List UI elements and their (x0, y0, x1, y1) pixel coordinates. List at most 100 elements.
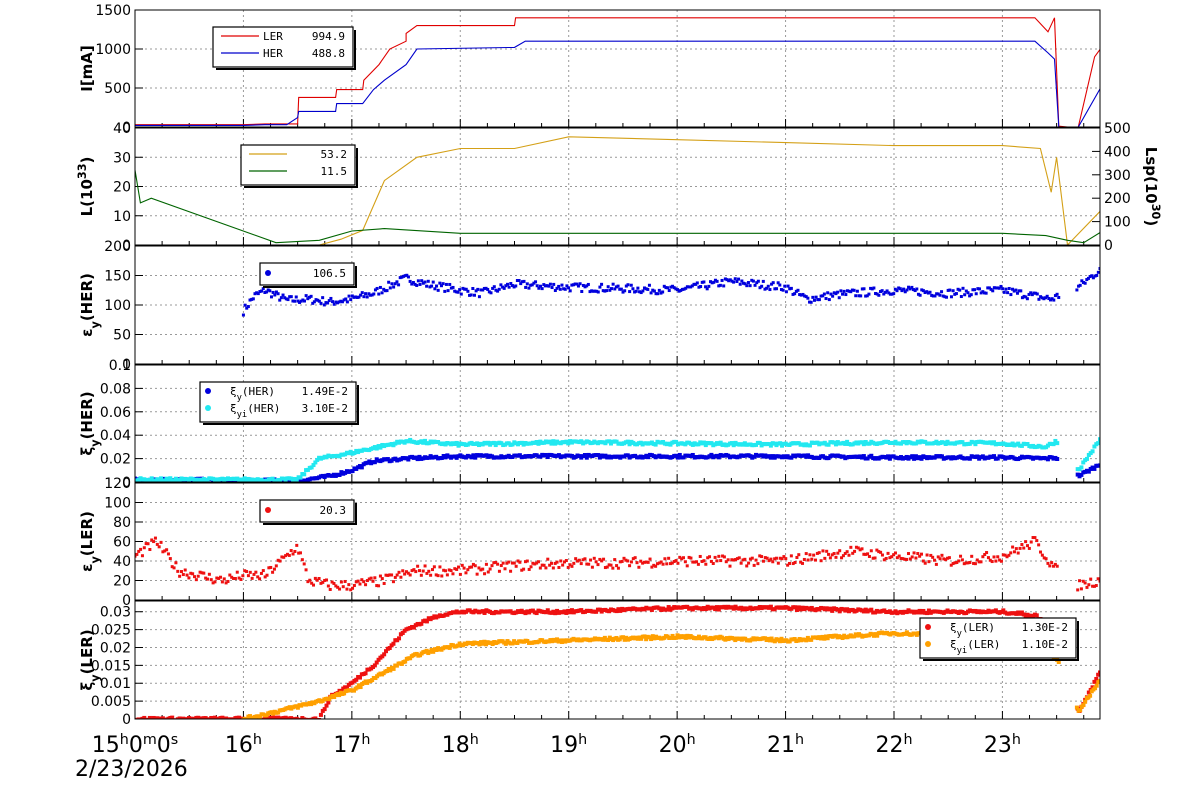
data-point (369, 576, 373, 580)
data-point (1037, 543, 1041, 547)
data-point (671, 284, 675, 288)
y2-tick-label: 400 (1104, 144, 1131, 160)
data-point (170, 715, 175, 719)
data-point (359, 293, 363, 297)
data-point (1093, 274, 1097, 278)
data-point (566, 441, 571, 446)
data-point (690, 284, 694, 288)
data-point (994, 286, 998, 290)
data-point (355, 685, 360, 690)
data-point (564, 559, 568, 563)
data-point (918, 293, 922, 297)
data-point (667, 289, 671, 293)
legend-label: ξyi(HER) (230, 402, 280, 420)
data-point (875, 548, 879, 552)
data-point (449, 286, 453, 290)
data-point (337, 300, 341, 304)
legend-value: 1.10E-2 (1022, 638, 1068, 651)
data-point (616, 284, 620, 288)
data-point (1088, 693, 1093, 698)
data-point (728, 278, 732, 282)
data-point (874, 291, 878, 295)
y-tick-label: 120 (104, 476, 131, 492)
data-point (300, 558, 304, 562)
y-tick-label: 20 (113, 180, 131, 196)
data-point (307, 295, 311, 299)
data-point (386, 573, 390, 577)
data-point (489, 291, 493, 295)
data-point (702, 280, 706, 284)
y-axis-label: εy(LER) (78, 511, 102, 572)
data-point (146, 542, 150, 546)
data-point (614, 439, 619, 444)
data-point (702, 559, 706, 563)
y-tick-label: 1500 (95, 3, 131, 19)
data-point (455, 567, 459, 571)
data-point (447, 568, 451, 572)
data-point (469, 293, 473, 297)
data-point (794, 289, 798, 293)
data-point (308, 578, 312, 582)
data-point (336, 585, 340, 589)
data-point (926, 291, 930, 295)
data-point (510, 561, 514, 565)
data-point (713, 555, 717, 559)
data-point (685, 564, 689, 568)
data-point (729, 441, 734, 446)
data-point (501, 285, 505, 289)
data-point (547, 439, 552, 444)
data-point (570, 564, 574, 568)
data-point (235, 476, 240, 481)
data-point (313, 716, 318, 719)
data-point (1044, 557, 1048, 561)
data-point (992, 555, 996, 559)
data-point (305, 467, 310, 472)
data-point (319, 301, 323, 305)
data-point (441, 282, 445, 286)
data-point (416, 564, 420, 568)
data-point (709, 441, 714, 446)
x-tick-label: 23h (984, 732, 1021, 758)
data-point (873, 556, 877, 560)
y-tick-label: 0.1 (109, 358, 131, 374)
data-point (397, 283, 401, 287)
data-point (1081, 579, 1085, 583)
data-point (871, 556, 875, 560)
data-point (799, 560, 803, 564)
data-point (345, 300, 349, 304)
data-point (625, 453, 630, 458)
data-point (503, 641, 508, 646)
data-point (432, 565, 436, 569)
data-point (782, 555, 786, 559)
data-point (480, 641, 485, 646)
data-point (484, 286, 488, 290)
data-point (882, 292, 886, 296)
data-point (1035, 539, 1039, 543)
y2-tick-label: 300 (1104, 168, 1131, 184)
data-point (370, 678, 375, 683)
data-point (324, 703, 329, 708)
data-point (291, 717, 296, 719)
data-point (737, 277, 741, 281)
data-point (568, 610, 573, 615)
data-point (385, 457, 390, 462)
data-point (1075, 288, 1079, 292)
data-point (477, 642, 482, 647)
data-point (514, 564, 518, 568)
data-point (312, 300, 316, 304)
data-point (908, 557, 912, 561)
data-point (826, 291, 830, 295)
data-point (1035, 292, 1039, 296)
data-point (674, 439, 679, 444)
y-tick-label: 500 (104, 81, 131, 97)
data-point (644, 560, 648, 564)
data-point (297, 551, 301, 555)
data-point (497, 569, 501, 573)
data-point (302, 562, 306, 566)
data-point (271, 570, 275, 574)
data-point (997, 286, 1001, 290)
data-point (984, 291, 988, 295)
data-point (690, 452, 695, 457)
data-point (888, 556, 892, 560)
data-point (383, 289, 387, 293)
